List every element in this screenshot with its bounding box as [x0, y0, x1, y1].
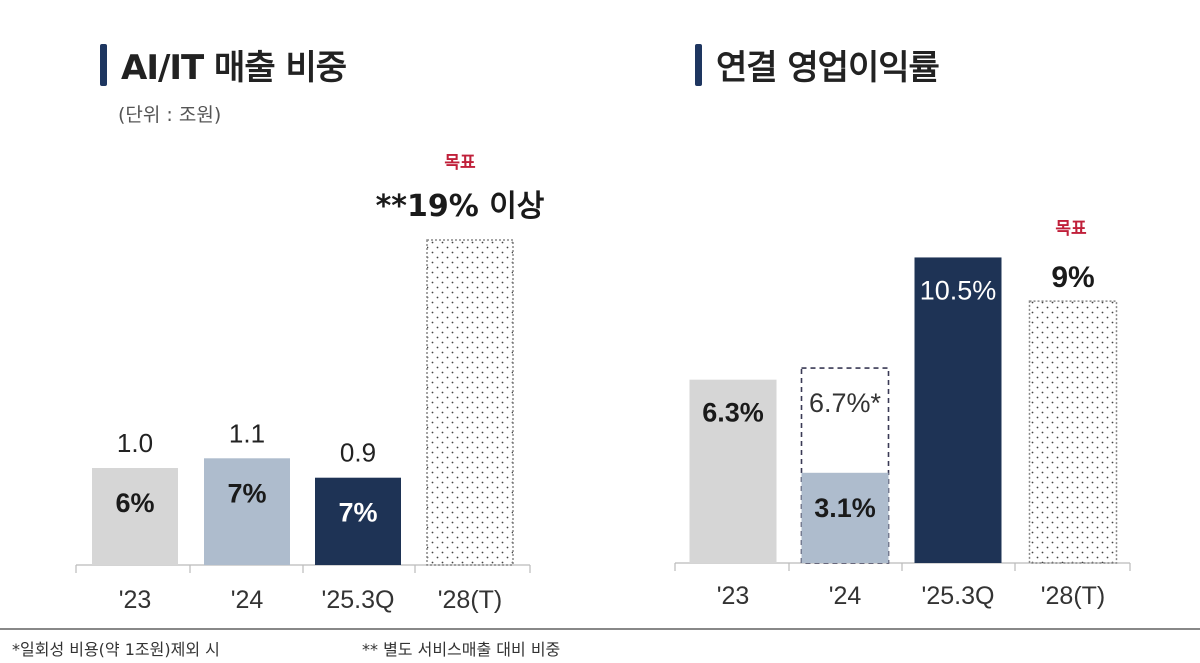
x-tick-label: '28(T)	[1041, 582, 1106, 610]
bar-share-label: 7%	[338, 498, 377, 528]
bar-value-label: 6.3%	[702, 398, 764, 428]
x-tick-label: '24	[231, 586, 264, 614]
x-tick-label: '28(T)	[438, 586, 503, 614]
left-title-accent-bar	[100, 43, 107, 86]
right-title-accent-bar	[695, 43, 702, 86]
bar-target-28t	[426, 239, 514, 566]
ai-it-sales-panel: AI/IT 매출 비중 (단위 : 조원) 6% 1.0 '23 7% 1.1 '24 7%…	[0, 0, 600, 620]
left-chart-title: AI/IT 매출 비중	[121, 48, 347, 88]
footnote-one-off-cost: *일회성 비용(약 1조원)제외 시	[12, 640, 220, 659]
target-tag: 목표	[1055, 219, 1087, 239]
footnote-divider	[0, 628, 1200, 630]
right-chart-title: 연결 영업이익률	[716, 48, 940, 88]
bar-adjusted-label: 6.7%*	[809, 388, 882, 418]
x-tick-label: '23	[717, 582, 750, 610]
x-tick-label: '23	[119, 586, 152, 614]
right-bar-chart: 6.3% '23 6.7%* 3.1% '24 10.5% '25.3Q 9% 목표 '28(T)	[674, 219, 1131, 610]
bar	[315, 477, 401, 565]
x-tick-label: '24	[829, 582, 862, 610]
bar-value-label: 0.9	[340, 438, 376, 468]
bar	[801, 472, 889, 563]
bar-value-label: 1.1	[229, 418, 265, 448]
x-tick-label: '25.3Q	[922, 582, 995, 610]
left-bar-chart: 6% 1.0 '23 7% 1.1 '24 7% 0.9 '25.3Q '28(T) 목표 **19%…	[75, 153, 545, 614]
target-tag: 목표	[444, 153, 476, 173]
bar	[914, 257, 1002, 563]
bar-share-label: 7%	[227, 478, 266, 508]
bar	[204, 458, 290, 565]
x-tick-label: '25.3Q	[322, 586, 395, 614]
target-value-label: **19% 이상	[376, 189, 545, 224]
bar-value-label: 1.0	[117, 428, 153, 458]
bar	[689, 379, 777, 563]
bar-value-label: 3.1%	[814, 493, 876, 523]
bar-share-label: 6%	[115, 488, 154, 518]
left-unit-label: (단위 : 조원)	[118, 104, 222, 126]
right-title-group: 연결 영업이익률	[695, 40, 940, 89]
operating-margin-panel: 연결 영업이익률 6.3% '23 6.7%* 3.1% '24 10.5% '25.3Q 9…	[600, 0, 1200, 620]
footnote-service-share: ** 별도 서비스매출 대비 비중	[362, 640, 561, 659]
bar	[92, 468, 178, 565]
target-value-label: 9%	[1051, 261, 1094, 294]
bar-target-28t	[1028, 300, 1118, 564]
left-title-group: AI/IT 매출 비중	[100, 40, 347, 89]
bar-value-label: 10.5%	[920, 275, 997, 305]
